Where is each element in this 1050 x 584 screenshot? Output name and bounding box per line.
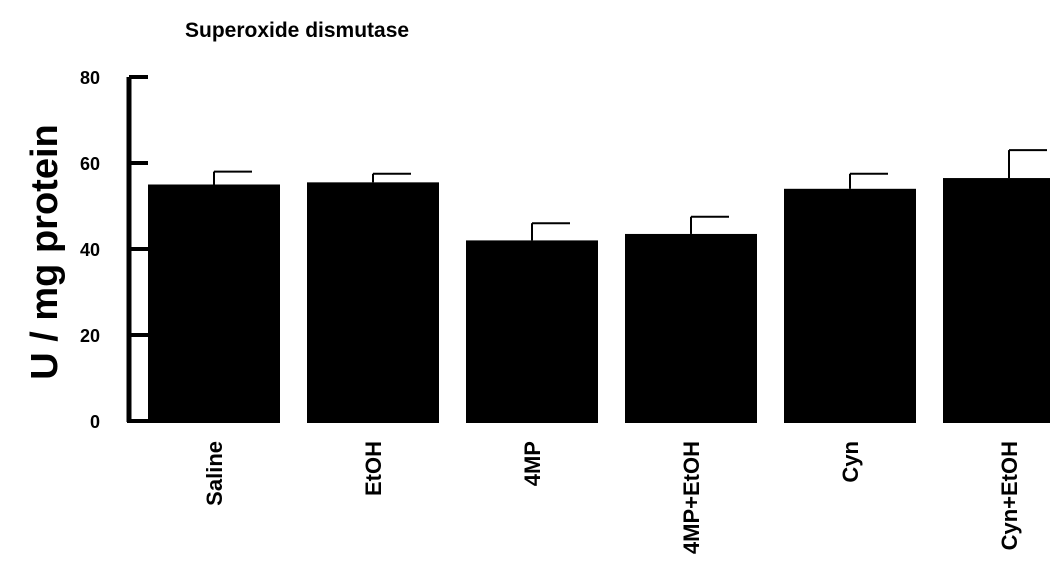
y-tick-label: 80 [80, 68, 100, 88]
category-label: EtOH [361, 441, 386, 496]
y-tick-label: 0 [90, 412, 100, 432]
y-tick-label: 60 [80, 154, 100, 174]
bar [148, 184, 280, 423]
bar [466, 240, 598, 423]
bar [307, 182, 439, 423]
y-tick-label: 40 [80, 240, 100, 260]
category-label: 4MP [520, 441, 545, 486]
chart-title: Superoxide dismutase [185, 19, 409, 42]
bar [625, 233, 757, 423]
category-label: Saline [202, 441, 227, 506]
category-label: Cyn [838, 441, 863, 483]
bar [943, 178, 1050, 423]
y-tick-label: 20 [80, 326, 100, 346]
category-label: 4MP+EtOH [679, 441, 704, 554]
y-axis-label: U / mg protein [24, 124, 66, 379]
category-label: Cyn+EtOH [997, 441, 1022, 550]
bar [784, 188, 916, 423]
